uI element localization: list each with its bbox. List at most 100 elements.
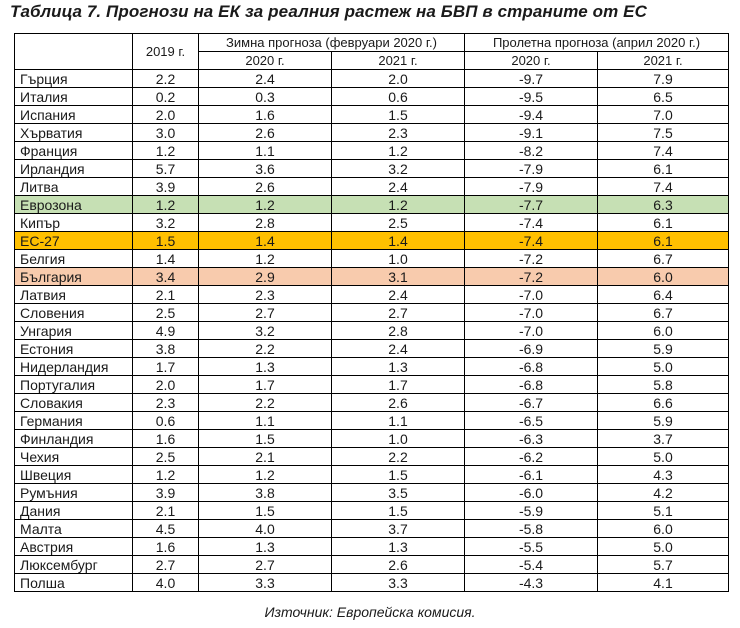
cell-country: Словакия — [14, 393, 133, 412]
cell-spring-2021: 7.4 — [597, 177, 729, 196]
cell-spring-2020: -9.7 — [464, 69, 598, 88]
cell-winter-2020: 1.2 — [198, 465, 332, 484]
cell-2019: 2.2 — [132, 69, 199, 88]
cell-spring-2020: -6.1 — [464, 465, 598, 484]
cell-spring-2020: -7.0 — [464, 285, 598, 304]
cell-spring-2020: -6.7 — [464, 393, 598, 412]
cell-2019: 3.8 — [132, 339, 199, 358]
table-row: Словения 2.5 2.7 2.7 -7.0 6.7 — [14, 303, 729, 322]
cell-spring-2020: -6.3 — [464, 429, 598, 448]
cell-winter-2021: 1.1 — [331, 411, 465, 430]
cell-country: България — [14, 267, 133, 286]
cell-winter-2021: 2.6 — [331, 555, 465, 574]
cell-country: Словения — [14, 303, 133, 322]
cell-spring-2021: 5.1 — [597, 501, 729, 520]
table-row: Нидерландия 1.7 1.3 1.3 -6.8 5.0 — [14, 357, 729, 376]
cell-winter-2021: 2.5 — [331, 213, 465, 232]
cell-winter-2020: 3.6 — [198, 159, 332, 178]
cell-country: Румъния — [14, 483, 133, 502]
table-row: Еврозона 1.2 1.2 1.2 -7.7 6.3 — [14, 195, 729, 214]
table-row: Гърция 2.2 2.4 2.0 -9.7 7.9 — [14, 69, 729, 88]
cell-spring-2021: 4.3 — [597, 465, 729, 484]
cell-winter-2021: 3.2 — [331, 159, 465, 178]
table-row: Литва 3.9 2.6 2.4 -7.9 7.4 — [14, 177, 729, 196]
cell-country: Германия — [14, 411, 133, 430]
cell-winter-2020: 2.2 — [198, 393, 332, 412]
cell-spring-2020: -7.9 — [464, 177, 598, 196]
cell-winter-2021: 2.4 — [331, 339, 465, 358]
cell-winter-2020: 1.1 — [198, 141, 332, 160]
cell-2019: 2.7 — [132, 555, 199, 574]
cell-winter-2020: 2.2 — [198, 339, 332, 358]
cell-winter-2020: 3.3 — [198, 573, 332, 592]
cell-winter-2021: 2.6 — [331, 393, 465, 412]
cell-spring-2021: 5.0 — [597, 537, 729, 556]
cell-spring-2021: 5.0 — [597, 447, 729, 466]
header-winter-2021: 2021 г. — [331, 51, 465, 70]
cell-winter-2021: 3.3 — [331, 573, 465, 592]
table-row: Словакия 2.3 2.2 2.6 -6.7 6.6 — [14, 393, 729, 412]
cell-country: Дания — [14, 501, 133, 520]
cell-spring-2020: -8.2 — [464, 141, 598, 160]
cell-spring-2021: 6.1 — [597, 231, 729, 250]
cell-spring-2021: 7.5 — [597, 123, 729, 142]
cell-2019: 3.9 — [132, 483, 199, 502]
cell-spring-2020: -9.1 — [464, 123, 598, 142]
cell-country: Швеция — [14, 465, 133, 484]
cell-2019: 1.6 — [132, 429, 199, 448]
cell-winter-2020: 3.2 — [198, 321, 332, 340]
table-row: Естония 3.8 2.2 2.4 -6.9 5.9 — [14, 339, 729, 358]
cell-2019: 1.6 — [132, 537, 199, 556]
table-row: Чехия 2.5 2.1 2.2 -6.2 5.0 — [14, 447, 729, 466]
cell-2019: 2.0 — [132, 375, 199, 394]
cell-winter-2020: 0.3 — [198, 87, 332, 106]
cell-country: Хърватия — [14, 123, 133, 142]
cell-winter-2021: 2.7 — [331, 303, 465, 322]
header-winter-2020: 2020 г. — [198, 51, 332, 70]
cell-winter-2020: 2.9 — [198, 267, 332, 286]
header-spring-2021: 2021 г. — [597, 51, 729, 70]
table-row: Португалия 2.0 1.7 1.7 -6.8 5.8 — [14, 375, 729, 394]
cell-winter-2020: 1.4 — [198, 231, 332, 250]
cell-spring-2021: 6.0 — [597, 321, 729, 340]
cell-2019: 2.1 — [132, 285, 199, 304]
cell-winter-2021: 1.5 — [331, 105, 465, 124]
cell-winter-2021: 2.2 — [331, 447, 465, 466]
cell-2019: 4.9 — [132, 321, 199, 340]
cell-spring-2020: -9.5 — [464, 87, 598, 106]
cell-country: Литва — [14, 177, 133, 196]
cell-winter-2020: 1.5 — [198, 429, 332, 448]
cell-winter-2020: 1.2 — [198, 249, 332, 268]
cell-country: Латвия — [14, 285, 133, 304]
table-row: Латвия 2.1 2.3 2.4 -7.0 6.4 — [14, 285, 729, 304]
cell-winter-2021: 1.3 — [331, 537, 465, 556]
header-spring-forecast: Пролетна прогноза (април 2020 г.) — [464, 33, 729, 52]
cell-country: Белгия — [14, 249, 133, 268]
table-row: Унгария 4.9 3.2 2.8 -7.0 6.0 — [14, 321, 729, 340]
cell-spring-2020: -6.9 — [464, 339, 598, 358]
table-row: Финландия 1.6 1.5 1.0 -6.3 3.7 — [14, 429, 729, 448]
cell-winter-2020: 2.7 — [198, 303, 332, 322]
cell-2019: 1.2 — [132, 465, 199, 484]
cell-spring-2021: 6.0 — [597, 267, 729, 286]
cell-country: Финландия — [14, 429, 133, 448]
cell-country: Франция — [14, 141, 133, 160]
cell-country: Италия — [14, 87, 133, 106]
table-row: Швеция 1.2 1.2 1.5 -6.1 4.3 — [14, 465, 729, 484]
cell-winter-2020: 1.1 — [198, 411, 332, 430]
cell-country: Малта — [14, 519, 133, 538]
cell-country: Ирландия — [14, 159, 133, 178]
cell-country: Еврозона — [14, 195, 133, 214]
cell-2019: 2.5 — [132, 303, 199, 322]
cell-winter-2020: 2.3 — [198, 285, 332, 304]
cell-spring-2021: 6.7 — [597, 249, 729, 268]
cell-spring-2021: 5.9 — [597, 411, 729, 430]
cell-2019: 0.6 — [132, 411, 199, 430]
cell-winter-2021: 1.0 — [331, 249, 465, 268]
cell-spring-2021: 7.0 — [597, 105, 729, 124]
cell-2019: 1.7 — [132, 357, 199, 376]
cell-country: Австрия — [14, 537, 133, 556]
cell-winter-2020: 1.3 — [198, 357, 332, 376]
header-winter-forecast: Зимна прогноза (февруари 2020 г.) — [198, 33, 465, 52]
cell-winter-2020: 2.1 — [198, 447, 332, 466]
